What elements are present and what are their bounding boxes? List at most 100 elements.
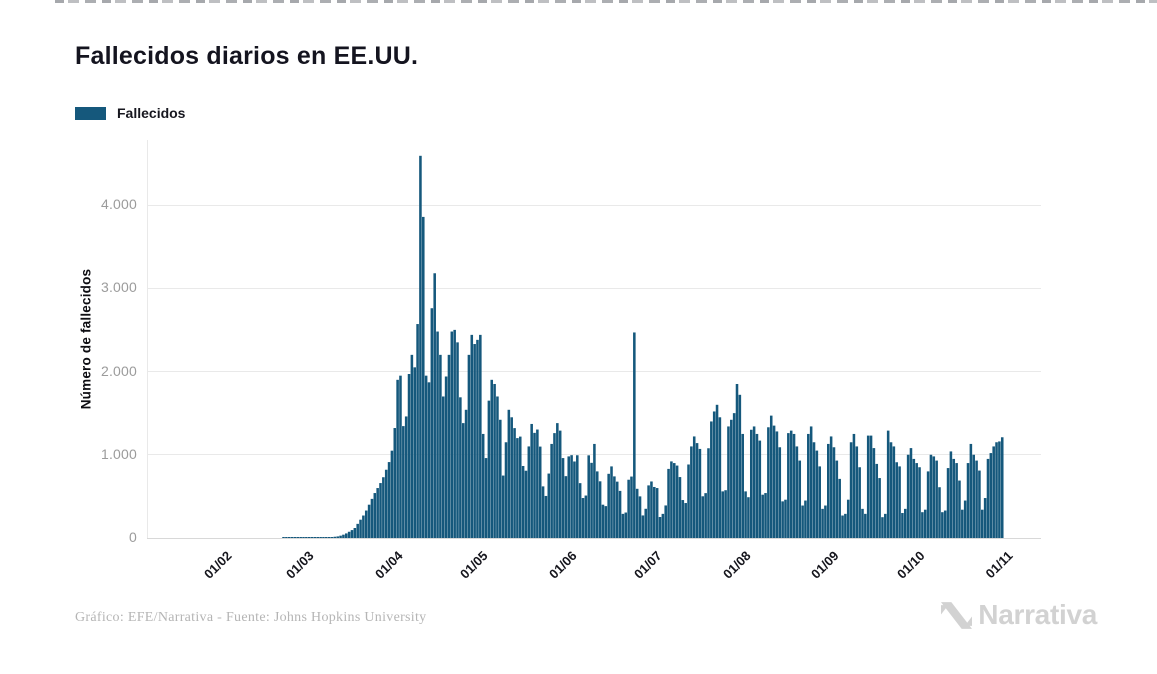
bar bbox=[624, 512, 628, 538]
y-tick-label: 0 bbox=[129, 529, 137, 545]
bar bbox=[453, 329, 456, 538]
bar bbox=[829, 436, 833, 538]
bar bbox=[584, 495, 588, 538]
x-tick-label: 01/06 bbox=[545, 548, 580, 582]
bar bbox=[758, 440, 762, 538]
bar bbox=[427, 382, 431, 538]
gridline bbox=[147, 204, 1041, 206]
bar bbox=[556, 423, 559, 538]
bar bbox=[886, 430, 890, 538]
x-tick-label: 01/03 bbox=[283, 548, 317, 582]
bar bbox=[287, 537, 291, 538]
bar bbox=[487, 400, 491, 538]
bar bbox=[695, 443, 699, 538]
bar bbox=[578, 483, 582, 538]
bar bbox=[667, 468, 670, 538]
bar bbox=[376, 488, 379, 538]
bar bbox=[769, 415, 773, 538]
bar bbox=[807, 433, 810, 538]
bar bbox=[439, 354, 442, 538]
bar bbox=[972, 454, 975, 538]
bar bbox=[510, 417, 513, 538]
bar bbox=[732, 413, 736, 538]
bar bbox=[407, 374, 411, 538]
bar bbox=[943, 510, 947, 538]
bar bbox=[615, 481, 619, 538]
bar bbox=[698, 448, 702, 538]
bar bbox=[832, 447, 836, 538]
bar bbox=[844, 513, 847, 538]
bars-plot bbox=[282, 155, 1004, 538]
bar bbox=[481, 433, 485, 538]
bar bbox=[547, 473, 551, 538]
bar bbox=[678, 477, 682, 538]
y-tick-label: 2.000 bbox=[100, 362, 137, 379]
bar bbox=[313, 537, 317, 538]
bar bbox=[963, 500, 967, 538]
bar bbox=[402, 426, 405, 538]
bar bbox=[795, 446, 799, 538]
bar bbox=[336, 536, 339, 538]
bar bbox=[561, 458, 565, 538]
bar bbox=[459, 397, 462, 538]
bar bbox=[630, 476, 633, 538]
bar bbox=[718, 417, 722, 538]
x-tick-label: 01/07 bbox=[631, 548, 665, 582]
bar bbox=[872, 448, 876, 538]
bar bbox=[952, 458, 956, 538]
bar bbox=[536, 429, 539, 538]
bar bbox=[875, 463, 879, 538]
bar bbox=[935, 460, 938, 538]
bar bbox=[866, 435, 870, 538]
bar bbox=[653, 486, 656, 538]
bar bbox=[527, 446, 531, 538]
x-tick-label: 01/09 bbox=[807, 548, 842, 582]
bar bbox=[804, 500, 807, 538]
bar bbox=[370, 498, 374, 538]
bar bbox=[821, 508, 824, 538]
x-tick-label: 01/11 bbox=[982, 548, 1016, 582]
bar bbox=[590, 462, 593, 538]
bar bbox=[493, 383, 496, 538]
bar bbox=[550, 443, 553, 538]
bar bbox=[379, 483, 382, 538]
bar bbox=[567, 456, 571, 538]
bar bbox=[986, 458, 990, 538]
bar bbox=[456, 342, 459, 538]
bar bbox=[504, 442, 508, 538]
bar bbox=[410, 354, 414, 538]
bar bbox=[484, 458, 488, 538]
bar bbox=[621, 513, 625, 538]
bar bbox=[752, 426, 756, 538]
bar bbox=[430, 308, 434, 538]
bar bbox=[881, 517, 884, 538]
bar bbox=[424, 375, 428, 538]
bar bbox=[664, 505, 667, 538]
y-tick-label: 1.000 bbox=[100, 445, 137, 462]
bar bbox=[521, 465, 525, 538]
bar bbox=[918, 467, 921, 538]
bar bbox=[824, 505, 827, 538]
bar bbox=[809, 426, 813, 538]
bar bbox=[684, 503, 687, 538]
bar bbox=[635, 488, 639, 538]
bar bbox=[282, 537, 285, 538]
bar bbox=[721, 491, 725, 538]
bar bbox=[422, 216, 425, 538]
bar bbox=[801, 505, 804, 538]
bar bbox=[447, 354, 451, 538]
bar bbox=[573, 461, 576, 538]
narrativa-logo: Narrativa bbox=[938, 599, 1097, 631]
bar bbox=[356, 523, 359, 538]
bar bbox=[333, 536, 337, 538]
bar bbox=[701, 496, 705, 538]
narrativa-logo-text: Narrativa bbox=[978, 599, 1097, 630]
bar bbox=[792, 433, 796, 538]
bar bbox=[895, 462, 898, 538]
x-tick-label: 01/05 bbox=[457, 548, 491, 582]
bar bbox=[772, 425, 776, 538]
bar bbox=[921, 512, 924, 538]
bar bbox=[593, 443, 596, 538]
bar bbox=[322, 537, 325, 538]
bar bbox=[787, 433, 790, 538]
